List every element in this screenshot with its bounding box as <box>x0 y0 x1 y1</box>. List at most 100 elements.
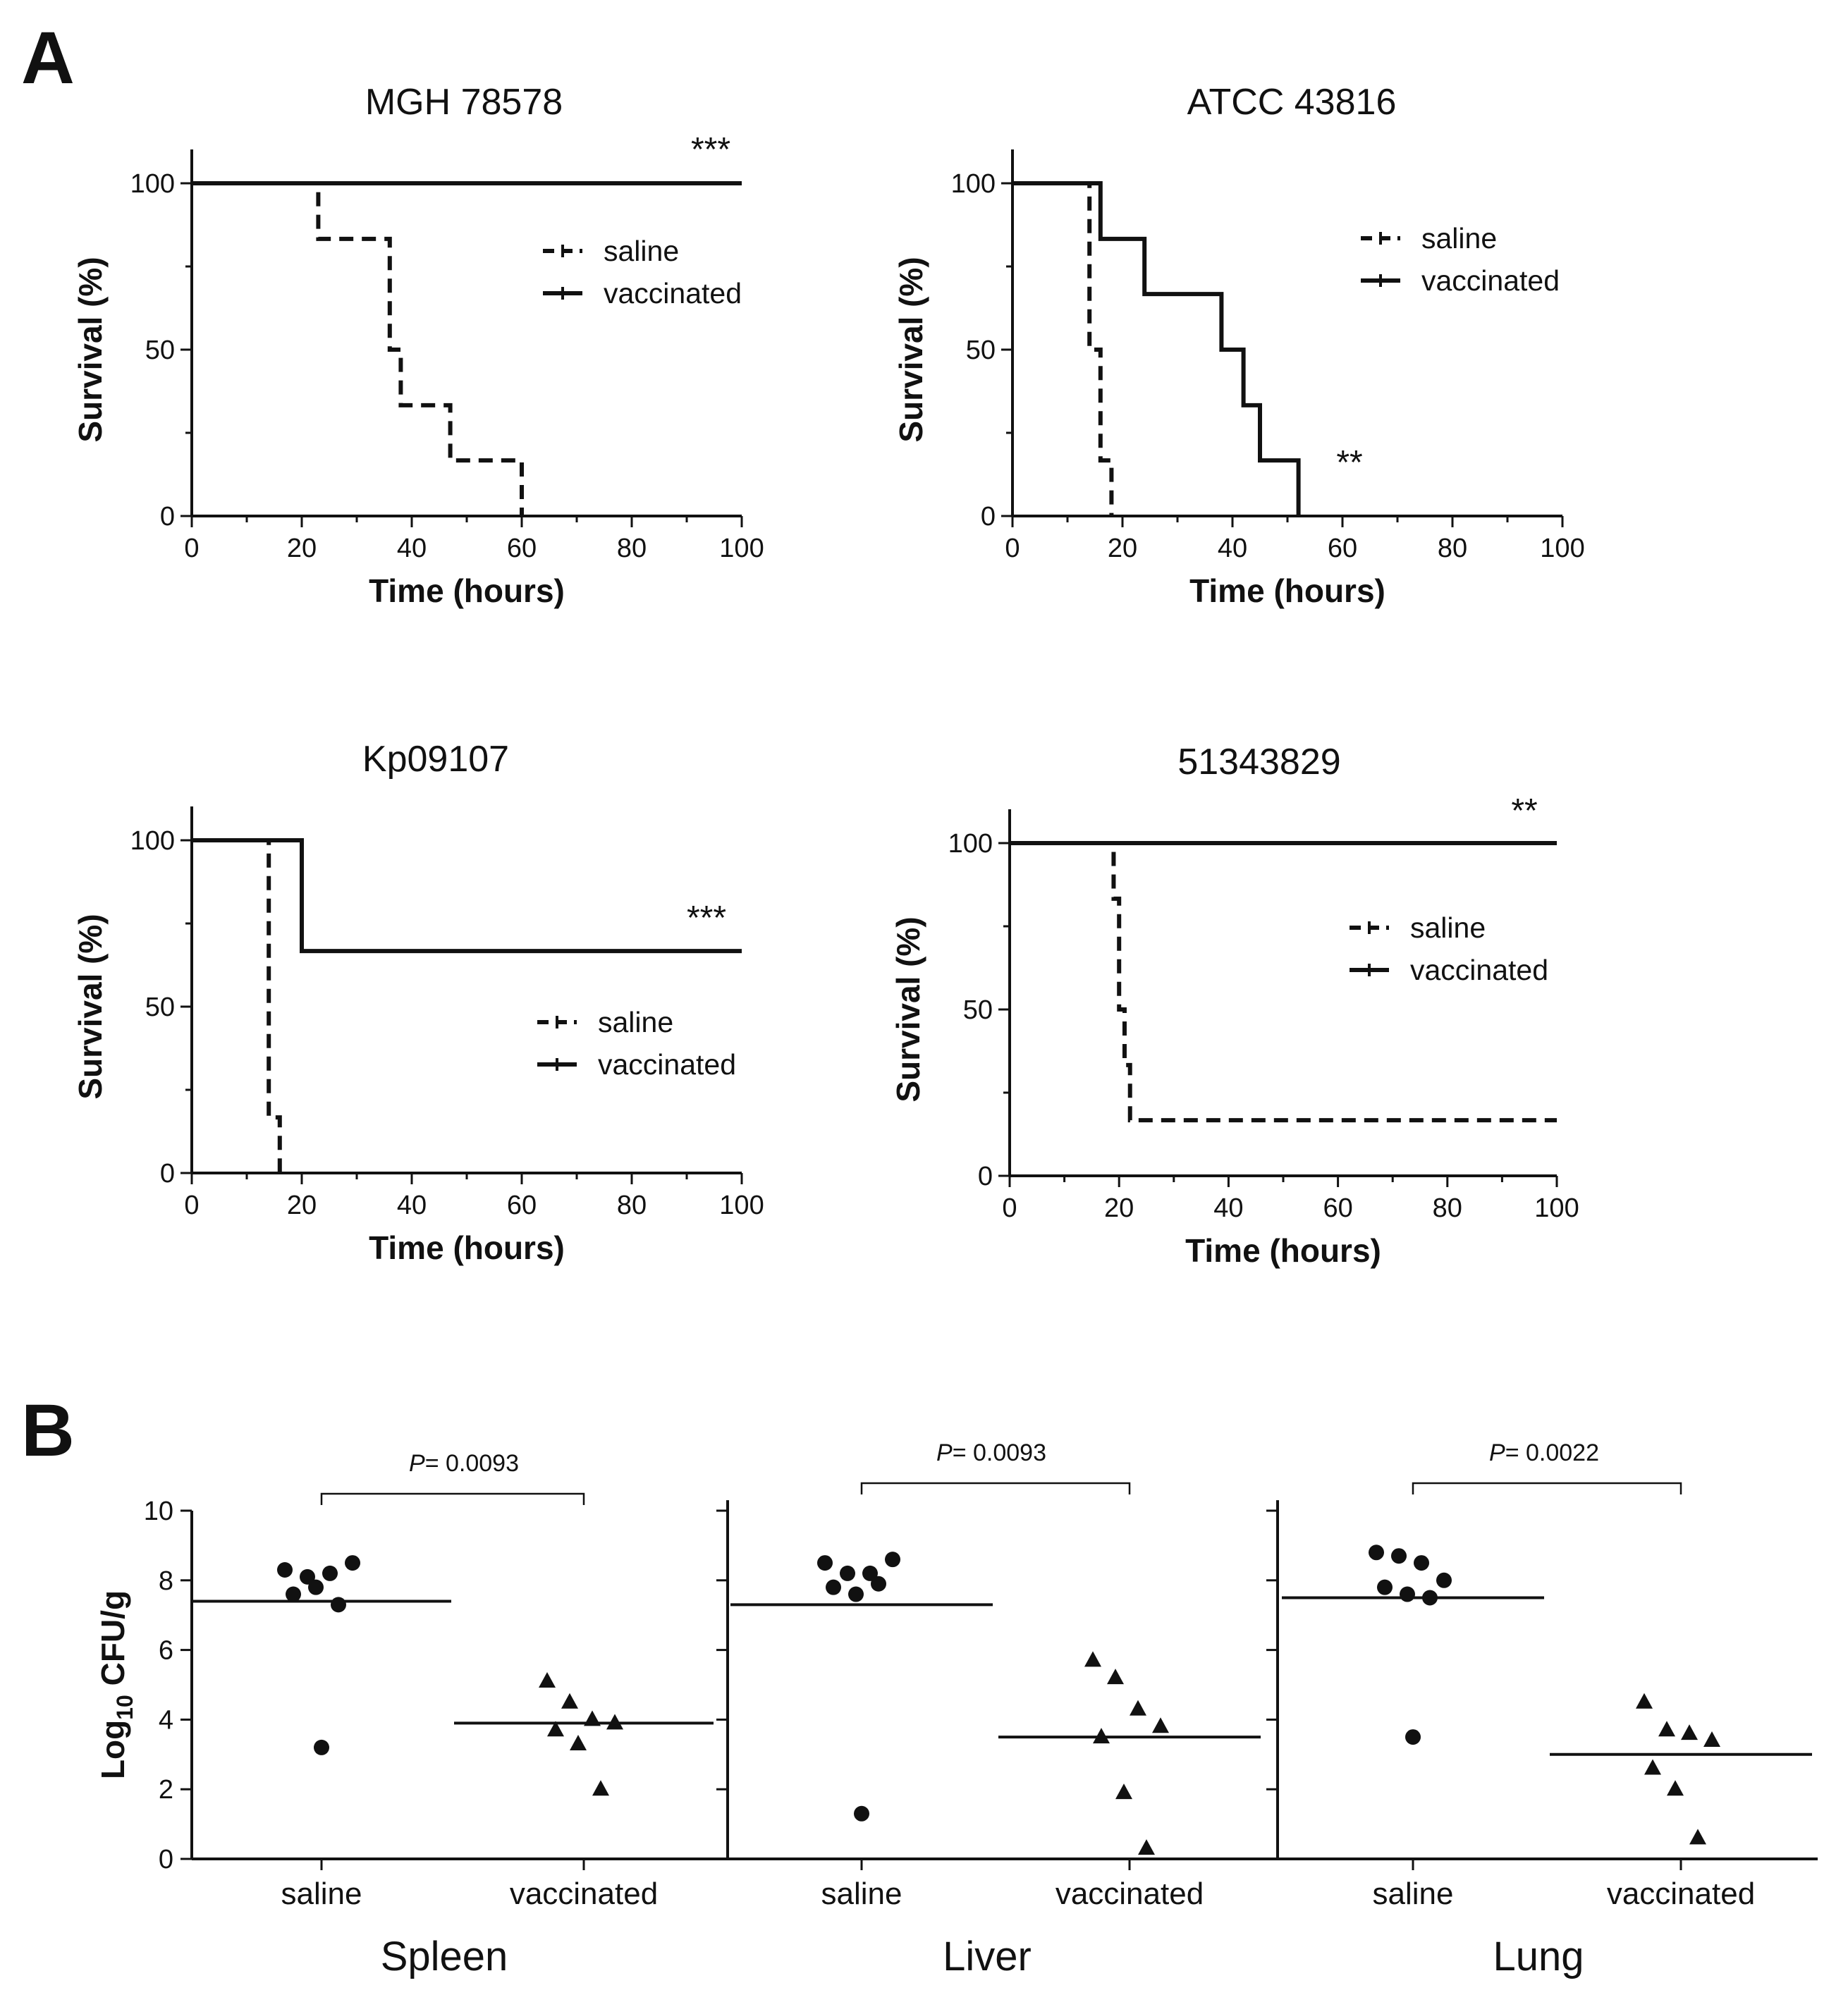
data-point-saline <box>885 1552 900 1568</box>
y-tick-label: 100 <box>951 169 996 199</box>
x-tick-label: 0 <box>1002 1193 1017 1223</box>
x-tick-label: 80 <box>1433 1193 1462 1223</box>
p-value-label: P= 0.0093 <box>936 1439 1046 1466</box>
y-tick-label: 100 <box>948 829 993 859</box>
y-axis-title: Log10 CFU/g <box>94 1590 137 1779</box>
x-tick-label: 20 <box>287 1191 317 1220</box>
data-point-saline <box>1414 1555 1429 1571</box>
x-tick-label: 40 <box>397 534 427 563</box>
chart-title: 51343829 <box>1177 742 1340 782</box>
data-point-vaccinated <box>1107 1669 1124 1685</box>
chart-title: MGH 78578 <box>365 82 563 123</box>
data-point-saline <box>322 1565 338 1581</box>
data-point-vaccinated <box>1084 1651 1101 1667</box>
x-tick-label: 0 <box>1005 534 1020 563</box>
y-tick-label: 100 <box>130 826 175 856</box>
data-point-vaccinated <box>1152 1717 1169 1733</box>
data-point-vaccinated <box>570 1734 587 1750</box>
y-axis-title: Survival (%) <box>72 914 109 1099</box>
data-point-saline <box>854 1805 869 1822</box>
y-tick-label: 0 <box>981 502 996 532</box>
organ-group-liver: saline vaccinated Liver P= 0.0093 <box>716 1439 1261 1979</box>
y-tick-label: 50 <box>145 993 175 1022</box>
organ-label: Spleen <box>381 1934 508 1979</box>
y-tick-label: 50 <box>963 995 993 1025</box>
category-label-vaccinated: vaccinated <box>1055 1877 1204 1911</box>
data-point-vaccinated <box>1703 1731 1720 1748</box>
legend-label-saline: saline <box>604 235 679 267</box>
data-point-saline <box>286 1586 301 1602</box>
y-tick-label: 4 <box>159 1705 173 1735</box>
data-point-saline <box>1405 1729 1421 1745</box>
x-tick-label: 60 <box>1328 534 1357 563</box>
data-point-vaccinated <box>561 1693 578 1709</box>
data-point-saline <box>848 1586 864 1602</box>
category-label-vaccinated: vaccinated <box>1607 1877 1755 1911</box>
data-point-saline <box>1391 1548 1407 1564</box>
x-tick-label: 80 <box>1438 534 1467 563</box>
legend-label-saline: saline <box>1410 911 1486 944</box>
x-tick-label: 100 <box>719 534 764 563</box>
survival-line-vaccinated <box>192 838 742 954</box>
x-tick-label: 100 <box>1540 534 1584 563</box>
x-tick-label: 100 <box>1534 1193 1579 1223</box>
significance-bracket <box>860 1482 1131 1494</box>
data-point-vaccinated <box>1689 1829 1706 1845</box>
data-point-saline <box>277 1561 293 1578</box>
x-tick-label: 80 <box>617 534 647 563</box>
y-axis-title: Survival (%) <box>72 257 109 442</box>
legend-label-saline: saline <box>598 1006 673 1038</box>
x-tick-label: 0 <box>184 1191 199 1220</box>
x-tick-label: 40 <box>1213 1193 1243 1223</box>
data-point-saline <box>862 1565 878 1581</box>
legend-label-vaccinated: vaccinated <box>604 277 742 309</box>
y-tick-label: 0 <box>160 502 175 532</box>
category-label-vaccinated: vaccinated <box>510 1877 658 1911</box>
data-point-vaccinated <box>1636 1693 1653 1709</box>
chart-title: Kp09107 <box>362 739 509 780</box>
legend-label-vaccinated: vaccinated <box>598 1048 736 1081</box>
y-tick-label: 0 <box>978 1162 993 1191</box>
survival-chart-atcc-43816: ATCC 43816 0 20 40 60 80 100 0 50 100 Time (hours)… <box>893 82 1585 609</box>
x-tick-label: 20 <box>1104 1193 1134 1223</box>
y-tick-label: 50 <box>145 336 175 365</box>
x-tick-label: 40 <box>1218 534 1247 563</box>
x-axis-title: Time (hours) <box>1185 1232 1381 1269</box>
data-point-saline <box>1369 1545 1384 1561</box>
survival-chart-51343829: 51343829 0 20 40 60 80 100 0 50 100 Time (hours) Su… <box>890 742 1579 1269</box>
x-tick-label: 100 <box>719 1191 764 1220</box>
y-axis-title: Survival (%) <box>890 916 926 1102</box>
data-point-vaccinated <box>1658 1721 1675 1737</box>
x-tick-label: 20 <box>287 534 317 563</box>
x-tick-label: 80 <box>617 1191 647 1220</box>
data-point-vaccinated <box>547 1721 564 1737</box>
data-point-vaccinated <box>1130 1700 1146 1716</box>
y-tick-label: 0 <box>159 1845 173 1874</box>
significance-stars: *** <box>687 899 726 937</box>
significance-bracket <box>1412 1482 1682 1494</box>
data-point-saline <box>1377 1579 1393 1595</box>
y-tick-label: 2 <box>159 1775 173 1805</box>
p-value-label: P= 0.0093 <box>409 1450 519 1477</box>
data-point-saline <box>331 1597 346 1613</box>
category-label-saline: saline <box>1373 1877 1454 1911</box>
significance-stars: ** <box>1336 444 1362 481</box>
x-tick-label: 60 <box>1323 1193 1352 1223</box>
organ-group-lung: saline vaccinated Lung P= 0.0022 <box>1266 1439 1812 1979</box>
data-point-saline <box>345 1555 360 1571</box>
survival-line-vaccinated <box>1012 181 1301 516</box>
x-tick-label: 60 <box>507 1191 537 1220</box>
data-point-saline <box>840 1565 855 1581</box>
data-point-vaccinated <box>1681 1724 1698 1740</box>
significance-stars: ** <box>1511 792 1537 830</box>
x-tick-label: 20 <box>1108 534 1137 563</box>
category-label-saline: saline <box>281 1877 362 1911</box>
legend-label-vaccinated: vaccinated <box>1421 264 1560 297</box>
data-point-saline <box>817 1555 833 1571</box>
data-point-saline <box>871 1576 886 1592</box>
data-point-vaccinated <box>1667 1780 1684 1796</box>
legend-label-saline: saline <box>1421 222 1497 254</box>
